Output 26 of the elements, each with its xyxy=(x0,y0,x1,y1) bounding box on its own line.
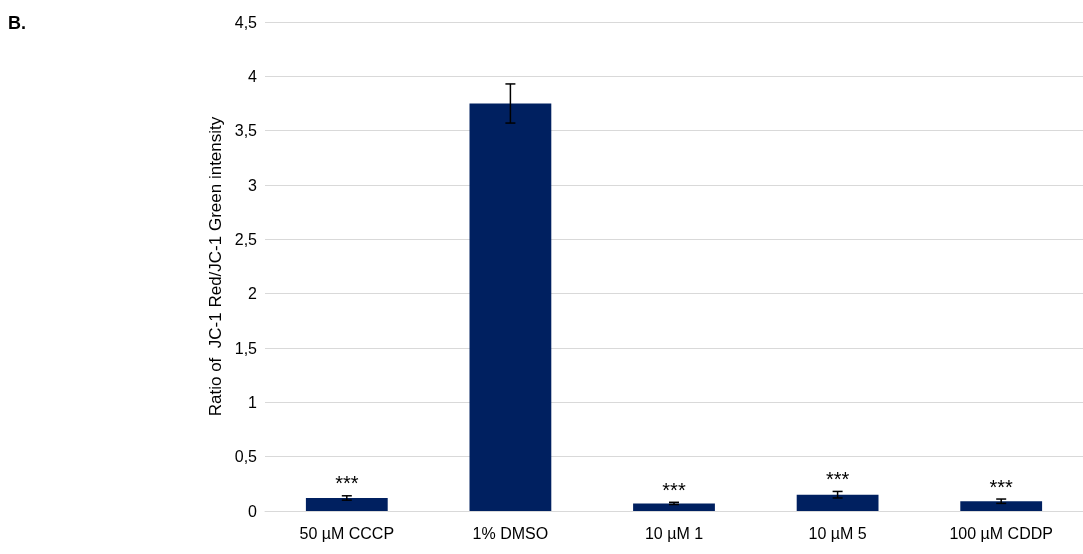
y-tick-label: 4 xyxy=(248,67,258,85)
y-tick-label: 0 xyxy=(248,502,258,520)
x-tick-label: 50 µM CCCP xyxy=(299,524,395,542)
x-tick-label: 10 µM 1 xyxy=(644,524,704,542)
x-tick-label: 10 µM 5 xyxy=(808,524,867,542)
y-tick-label: 3,5 xyxy=(234,122,258,140)
x-tick-label: 1% DMSO xyxy=(472,524,549,542)
y-tick-label: 2 xyxy=(248,285,258,303)
y-tick-label: 4,5 xyxy=(234,13,258,31)
y-tick-label: 1,5 xyxy=(234,339,258,357)
y-tick-label: 0,5 xyxy=(234,448,258,466)
bar xyxy=(796,494,879,511)
annotation: *** xyxy=(335,472,359,495)
annotation: *** xyxy=(989,475,1014,498)
bar xyxy=(469,103,552,511)
bar xyxy=(960,501,1043,511)
y-tick-label: 2,5 xyxy=(234,230,258,248)
x-tick-label: 100 µM CDDP xyxy=(949,524,1053,542)
bar xyxy=(633,503,715,511)
annotation: *** xyxy=(662,478,686,501)
bar xyxy=(305,497,388,511)
text: B. xyxy=(8,13,26,33)
y-tick-label: 1 xyxy=(248,393,258,411)
annotation: *** xyxy=(825,467,850,490)
y-tick-label: 3 xyxy=(248,176,258,194)
y-axis-title: Ratio of JC-1 Red/JC-1 Green intensity xyxy=(205,116,225,417)
